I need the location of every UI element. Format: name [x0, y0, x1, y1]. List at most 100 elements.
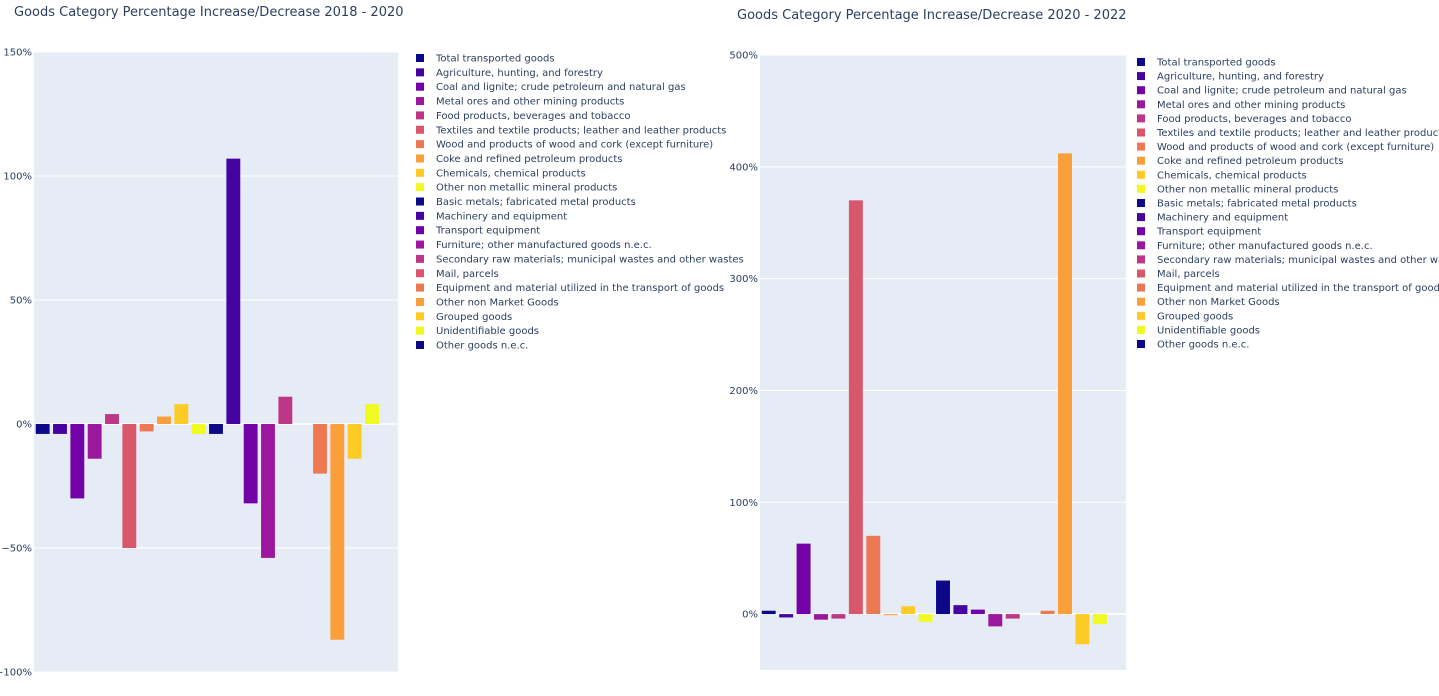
legend-swatch[interactable]: [1137, 142, 1145, 151]
legend-swatch[interactable]: [416, 240, 424, 249]
legend-label[interactable]: Secondary raw materials; municipal waste…: [1157, 255, 1439, 266]
bar[interactable]: [1058, 153, 1072, 615]
bar[interactable]: [866, 535, 881, 615]
legend-label[interactable]: Chemicals, chemical products: [436, 168, 586, 179]
legend-label[interactable]: Secondary raw materials; municipal waste…: [436, 254, 744, 265]
legend-label[interactable]: Food products, beverages and tobacco: [1157, 114, 1352, 125]
bar[interactable]: [1075, 614, 1090, 645]
legend-swatch[interactable]: [416, 341, 424, 349]
bar[interactable]: [831, 614, 846, 619]
bar[interactable]: [970, 609, 985, 615]
legend-swatch[interactable]: [416, 297, 424, 306]
bar[interactable]: [1040, 610, 1055, 615]
legend-swatch[interactable]: [416, 168, 424, 177]
bar[interactable]: [953, 605, 968, 615]
legend-swatch[interactable]: [1137, 297, 1145, 306]
legend-swatch[interactable]: [1137, 227, 1145, 236]
legend-label[interactable]: Chemicals, chemical products: [1157, 170, 1307, 181]
legend-label[interactable]: Total transported goods: [435, 54, 555, 65]
bar[interactable]: [918, 614, 933, 622]
legend-label[interactable]: Other non Market Goods: [436, 297, 559, 308]
legend-swatch[interactable]: [1137, 184, 1145, 193]
legend-label[interactable]: Transport equipment: [435, 226, 540, 237]
bar[interactable]: [901, 606, 916, 615]
legend-swatch[interactable]: [1137, 128, 1145, 137]
bar[interactable]: [53, 424, 67, 434]
legend-label[interactable]: Textiles and textile products; leather a…: [1156, 128, 1439, 139]
legend-swatch[interactable]: [416, 54, 424, 62]
legend-label[interactable]: Furniture; other manufactured goods n.e.…: [436, 240, 652, 251]
legend-swatch[interactable]: [1137, 156, 1145, 165]
bar[interactable]: [848, 200, 863, 615]
legend-swatch[interactable]: [416, 125, 424, 134]
legend-swatch[interactable]: [1137, 86, 1145, 95]
legend-label[interactable]: Food products, beverages and tobacco: [436, 111, 631, 122]
bar[interactable]: [174, 404, 189, 424]
bar[interactable]: [226, 158, 241, 424]
bar[interactable]: [87, 424, 102, 459]
legend-label[interactable]: Grouped goods: [1157, 311, 1233, 322]
legend-label[interactable]: Coke and refined petroleum products: [1157, 156, 1344, 167]
legend-label[interactable]: Mail, parcels: [1157, 269, 1220, 280]
bar[interactable]: [261, 424, 275, 558]
legend-swatch[interactable]: [416, 226, 424, 235]
legend-label[interactable]: Other goods n.e.c.: [436, 341, 528, 352]
legend-label[interactable]: Other non Market Goods: [1157, 297, 1280, 308]
legend-swatch[interactable]: [1137, 213, 1145, 222]
legend-swatch[interactable]: [416, 97, 424, 106]
legend-swatch[interactable]: [416, 68, 424, 77]
legend-label[interactable]: Equipment and material utilized in the t…: [1157, 283, 1439, 294]
legend-swatch[interactable]: [1137, 241, 1145, 250]
legend-label[interactable]: Agriculture, hunting, and forestry: [1157, 72, 1324, 83]
legend-swatch[interactable]: [1137, 311, 1145, 320]
bar[interactable]: [883, 614, 898, 616]
legend-label[interactable]: Coal and lignite; crude petroleum and na…: [1157, 86, 1407, 97]
legend-swatch[interactable]: [416, 269, 424, 278]
legend-label[interactable]: Grouped goods: [436, 312, 512, 323]
bar[interactable]: [35, 424, 50, 434]
bar[interactable]: [1005, 614, 1020, 619]
legend-label[interactable]: Mail, parcels: [436, 269, 499, 280]
legend-label[interactable]: Coke and refined petroleum products: [436, 154, 623, 165]
legend-swatch[interactable]: [416, 312, 424, 321]
legend-swatch[interactable]: [416, 283, 424, 292]
bar[interactable]: [347, 424, 362, 459]
bar[interactable]: [191, 424, 206, 434]
legend-swatch[interactable]: [1137, 100, 1145, 109]
bar[interactable]: [243, 424, 258, 504]
legend-label[interactable]: Metal ores and other mining products: [1157, 100, 1345, 111]
legend-swatch[interactable]: [1137, 199, 1145, 207]
legend-swatch[interactable]: [1137, 340, 1145, 348]
legend-label[interactable]: Wood and products of wood and cork (exce…: [436, 140, 713, 151]
bar[interactable]: [122, 424, 137, 548]
legend-swatch[interactable]: [1137, 325, 1145, 334]
legend-label[interactable]: Agriculture, hunting, and forestry: [436, 68, 603, 79]
legend-label[interactable]: Machinery and equipment: [1157, 213, 1288, 224]
bar[interactable]: [157, 416, 171, 424]
legend-label[interactable]: Textiles and textile products; leather a…: [435, 125, 726, 136]
legend-swatch[interactable]: [416, 197, 424, 206]
legend-label[interactable]: Basic metals; fabricated metal products: [1157, 199, 1357, 210]
legend-label[interactable]: Coal and lignite; crude petroleum and na…: [436, 82, 686, 93]
bar[interactable]: [105, 414, 119, 424]
legend-label[interactable]: Unidentifiable goods: [436, 326, 539, 337]
legend-swatch[interactable]: [1137, 114, 1145, 123]
legend-swatch[interactable]: [416, 211, 424, 220]
legend-swatch[interactable]: [416, 82, 424, 91]
legend-label[interactable]: Metal ores and other mining products: [436, 97, 624, 108]
bar[interactable]: [365, 404, 379, 424]
bar[interactable]: [278, 396, 293, 424]
legend-label[interactable]: Total transported goods: [1156, 58, 1276, 69]
legend-label[interactable]: Equipment and material utilized in the t…: [436, 283, 724, 294]
bar[interactable]: [139, 424, 154, 432]
bar[interactable]: [70, 424, 85, 499]
legend-swatch[interactable]: [1137, 58, 1145, 66]
bar[interactable]: [814, 614, 828, 620]
bar[interactable]: [761, 610, 776, 615]
bar[interactable]: [313, 424, 327, 474]
legend-swatch[interactable]: [416, 326, 424, 335]
legend-label[interactable]: Machinery and equipment: [436, 211, 567, 222]
legend-swatch[interactable]: [1137, 283, 1145, 292]
legend-swatch[interactable]: [416, 154, 424, 163]
legend-swatch[interactable]: [1137, 255, 1145, 264]
